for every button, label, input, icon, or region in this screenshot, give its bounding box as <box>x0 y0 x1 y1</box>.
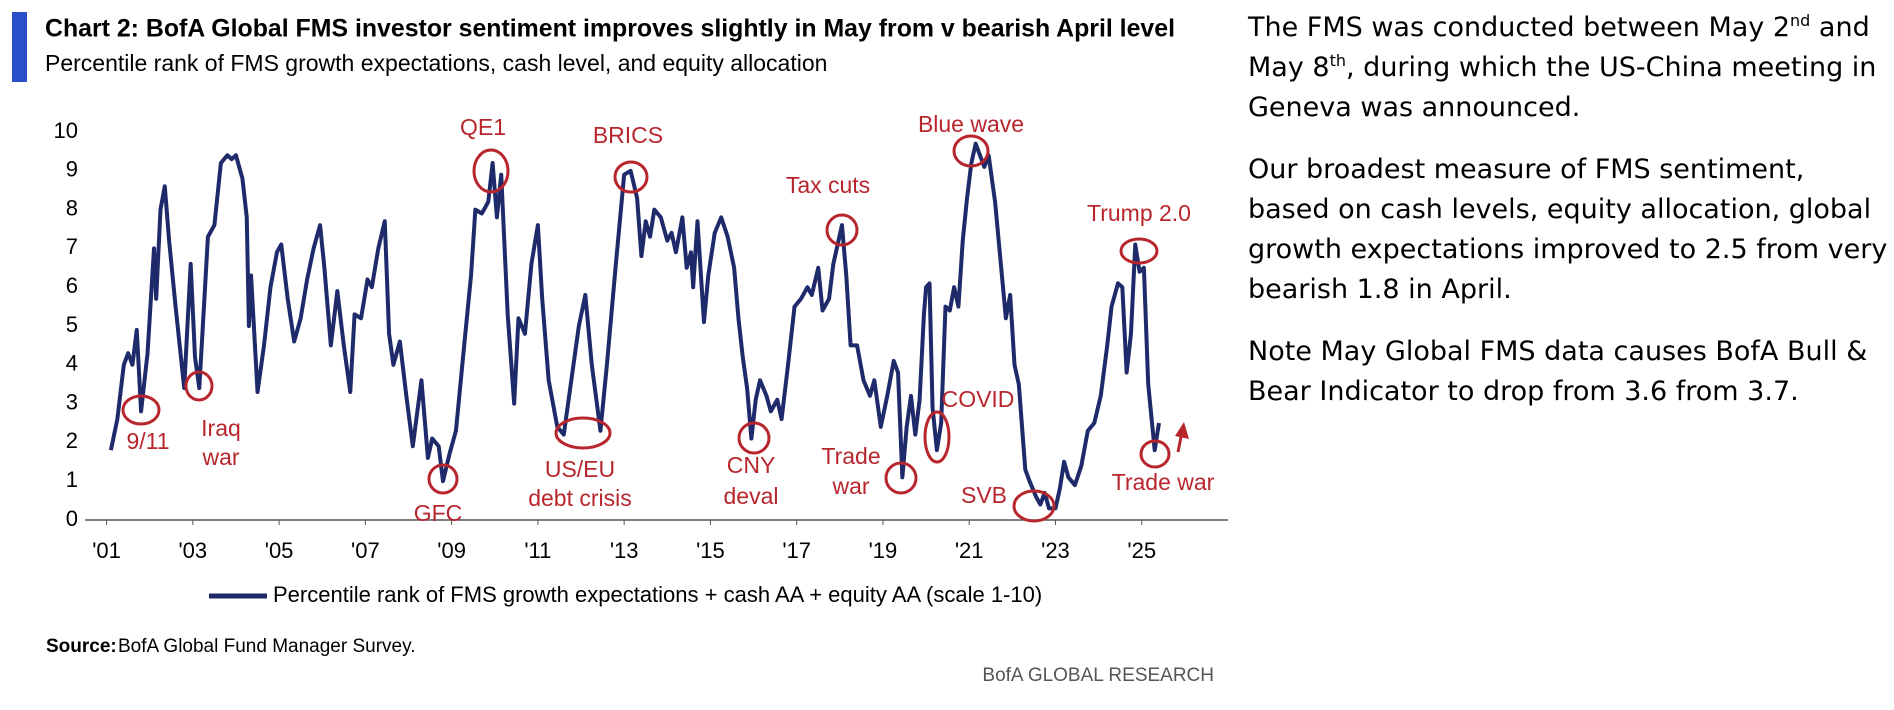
annotation: Iraq <box>201 415 241 441</box>
y-tick-label: 9 <box>66 157 78 182</box>
annotation-circle <box>1139 439 1171 469</box>
annotation-circle <box>825 213 859 247</box>
y-tick-label: 2 <box>66 428 78 453</box>
annotation: debt crisis <box>528 485 632 511</box>
x-tick-label: '21 <box>955 538 984 563</box>
x-tick-label: '03 <box>178 538 207 563</box>
title-accent <box>12 12 27 82</box>
chart-subtitle: Percentile rank of FMS growth expectatio… <box>45 50 827 76</box>
annotation-circle <box>472 148 510 194</box>
x-tick-label: '17 <box>782 538 811 563</box>
y-tick-label: 6 <box>66 273 78 298</box>
sidebar-text: , during which the US-China meeting in G… <box>1248 52 1877 123</box>
y-tick-label: 1 <box>66 467 78 492</box>
sidebar-paragraph: Note May Global FMS data causes BofA Bul… <box>1248 332 1888 412</box>
y-tick-label: 0 <box>66 506 78 531</box>
y-tick-label: 4 <box>66 351 78 376</box>
sidebar-text: The FMS was conducted between May 2 <box>1248 12 1791 43</box>
superscript: nd <box>1790 11 1811 30</box>
annotation-circle <box>554 416 612 450</box>
x-tick-label: '25 <box>1127 538 1156 563</box>
annotation: Trade war <box>1112 469 1215 495</box>
series-line <box>108 141 1161 511</box>
annotation-circle <box>737 421 771 455</box>
superscript: th <box>1329 51 1347 70</box>
annotation-circle <box>184 370 214 402</box>
annotation-circle <box>923 410 951 464</box>
y-tick-label: 5 <box>66 312 78 337</box>
y-tick-label: 10 <box>54 118 78 143</box>
x-tick-label: '19 <box>869 538 898 563</box>
annotation: Blue wave <box>918 111 1024 137</box>
annotation: Tax cuts <box>786 172 870 198</box>
annotation-circle <box>613 160 649 194</box>
sidebar-text: and May 8 <box>1248 12 1870 83</box>
legend-label: Percentile rank of FMS growth expectatio… <box>273 582 1042 607</box>
sidebar-text: Note May Global FMS data causes BofA Bul… <box>1248 336 1868 407</box>
sidebar: The FMS was conducted between May 2nd an… <box>1248 8 1888 434</box>
annotation: BRICS <box>593 122 663 148</box>
annotation-circle <box>427 463 459 495</box>
annotation: 9/11 <box>126 428 169 454</box>
annotation-arrowhead <box>1175 422 1189 439</box>
y-tick-label: 3 <box>66 389 78 414</box>
source-label: Source: <box>46 636 117 657</box>
x-tick-label: '23 <box>1041 538 1070 563</box>
annotation: GFC <box>414 500 463 526</box>
sidebar-paragraph: Our broadest measure of FMS sentiment, b… <box>1248 150 1888 310</box>
annotation: QE1 <box>460 114 506 140</box>
x-tick-label: '05 <box>265 538 294 563</box>
source-text: BofA Global Fund Manager Survey. <box>118 636 415 657</box>
annotation-circle <box>884 461 918 495</box>
y-tick-label: 7 <box>66 234 78 259</box>
annotation: war <box>201 444 239 470</box>
sidebar-paragraph: The FMS was conducted between May 2nd an… <box>1248 8 1888 128</box>
sidebar-text: Our broadest measure of FMS sentiment, b… <box>1248 154 1888 305</box>
annotation-circle <box>952 134 990 168</box>
annotation-circle <box>121 394 161 426</box>
x-tick-label: '15 <box>696 538 725 563</box>
annotation: SVB <box>961 482 1007 508</box>
annotation: Trade <box>821 443 880 469</box>
annotation-circle <box>1119 237 1159 265</box>
annotation: Trump 2.0 <box>1087 200 1191 226</box>
annotation: COVID <box>942 386 1015 412</box>
x-tick-label: '09 <box>437 538 466 563</box>
x-tick-label: '07 <box>351 538 380 563</box>
chart-title: Chart 2: BofA Global FMS investor sentim… <box>45 15 1175 43</box>
y-tick-label: 8 <box>66 195 78 220</box>
footer: BofA GLOBAL RESEARCH <box>982 665 1214 686</box>
chart: Chart 2: BofA Global FMS investor sentim… <box>12 12 1228 686</box>
annotation: US/EU <box>545 456 615 482</box>
x-tick-label: '11 <box>524 538 551 563</box>
x-tick-label: '13 <box>610 538 639 563</box>
x-tick-label: '01 <box>92 538 121 563</box>
annotation: deval <box>724 483 779 509</box>
annotation-circle <box>1012 489 1056 523</box>
annotation: war <box>831 473 869 499</box>
annotation: CNY <box>727 452 776 478</box>
